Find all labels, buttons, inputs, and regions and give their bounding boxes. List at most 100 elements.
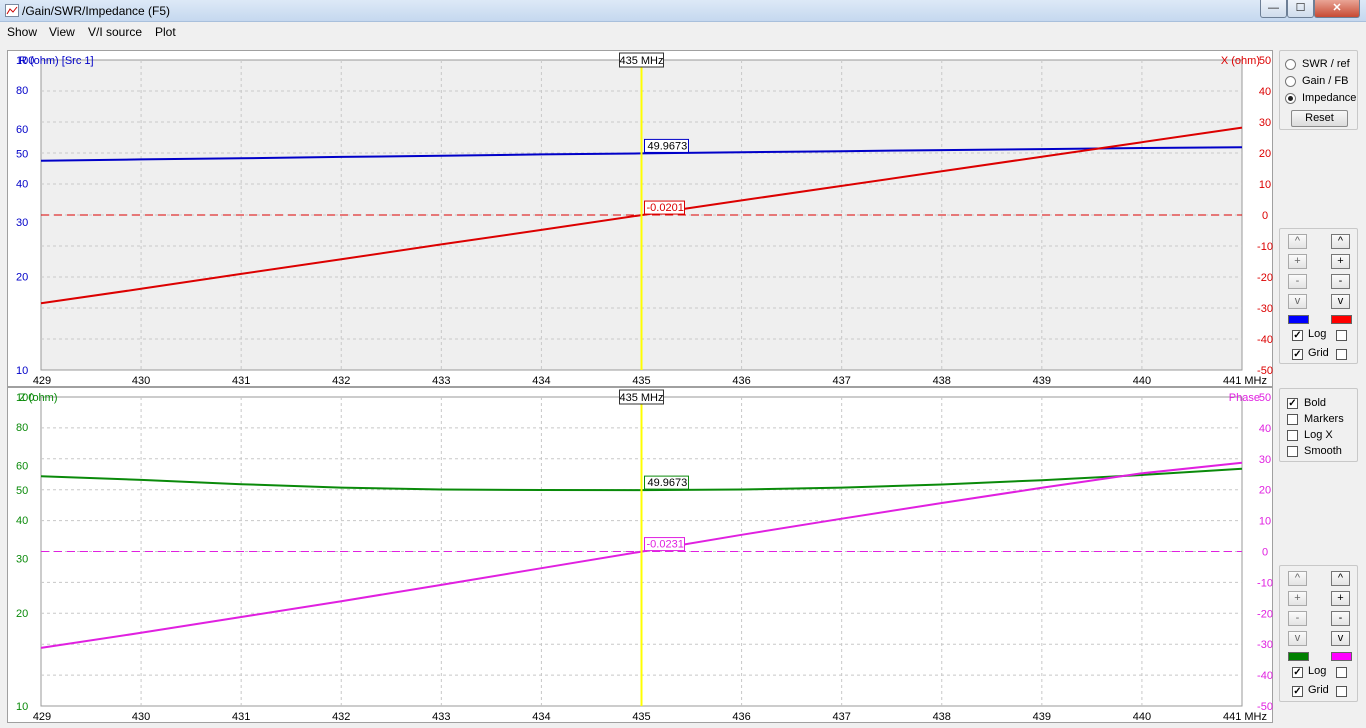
mode-group: SWR / ref Gain / FB Impedance Reset <box>1279 50 1358 130</box>
z-log-left-checkbox[interactable]: ✓ <box>1292 667 1303 678</box>
right-tick-label: -20 <box>1257 272 1273 284</box>
log-left-checkbox[interactable]: ✓ <box>1292 330 1303 341</box>
left-tick-label: 80 <box>16 422 28 434</box>
right-tick-label: -20 <box>1257 608 1273 620</box>
left-axis-label: Z (ohm) <box>19 392 58 404</box>
menu-show[interactable]: Show <box>7 25 38 39</box>
radio-gain[interactable] <box>1285 76 1296 87</box>
menu-view[interactable]: View <box>49 25 75 39</box>
left-tick-label: 100 <box>16 392 34 404</box>
z-scale-minus-button[interactable]: - <box>1288 611 1307 626</box>
z-color-swatch[interactable] <box>1288 652 1309 661</box>
title-bar: /Gain/SWR/Impedance (F5) — ☐ ✕ <box>0 0 1366 22</box>
readout-left: 49.9673 <box>648 477 688 489</box>
x-tick-label: 431 <box>232 711 250 723</box>
grid-right-checkbox[interactable] <box>1336 349 1347 360</box>
right-tick-label: 0 <box>1262 210 1268 222</box>
x-tick-label: 436 <box>732 375 750 387</box>
app-icon <box>5 4 19 17</box>
left-scale-minus-button[interactable]: - <box>1288 274 1307 289</box>
phase-color-swatch[interactable] <box>1331 652 1352 661</box>
left-axis-label: R (ohm) [Src 1] <box>19 55 94 67</box>
x-tick-label: 440 <box>1133 375 1151 387</box>
mode-swr-label: SWR / ref <box>1302 58 1350 70</box>
right-tick-label: 20 <box>1259 485 1271 497</box>
readout-box-right <box>644 537 685 552</box>
bold-checkbox[interactable]: ✓ <box>1287 398 1298 409</box>
readout-box-right <box>644 200 685 215</box>
impedance-rx-plot[interactable]: 429 430 431 432 433 434 435 436 437 438 439 440 441 … <box>7 50 1273 387</box>
readout-box-left <box>644 138 689 153</box>
right-tick-label: -30 <box>1257 639 1273 651</box>
z-scale-up-button[interactable]: ^ <box>1288 571 1307 586</box>
logx-label: Log X <box>1304 429 1333 441</box>
x-tick-label: 439 <box>1033 375 1051 387</box>
radio-impedance[interactable] <box>1285 93 1296 104</box>
markers-checkbox[interactable] <box>1287 414 1298 425</box>
z-grid-left-checkbox[interactable]: ✓ <box>1292 686 1303 697</box>
rx-chart-svg: 429 430 431 432 433 434 435 436 437 438 439 440 441 … <box>16 52 1273 387</box>
left-scale-plus-button[interactable]: + <box>1288 254 1307 269</box>
phase-scale-plus-button[interactable]: + <box>1331 591 1350 606</box>
x-tick-label: 435 <box>632 375 650 387</box>
left-tick-label: 60 <box>16 461 28 473</box>
right-tick-label: 10 <box>1259 516 1271 528</box>
left-tick-label: 40 <box>16 178 28 190</box>
grid-left-checkbox[interactable]: ✓ <box>1292 349 1303 360</box>
bottom-scale-controls: ^ + - v ^ + - v ✓ Log ✓ Grid <box>1279 565 1358 702</box>
phase-scale-down-button[interactable]: v <box>1331 631 1350 646</box>
menu-plot[interactable]: Plot <box>155 25 176 39</box>
readout-right: -0.0231 <box>647 539 684 551</box>
z-scale-plus-button[interactable]: + <box>1288 591 1307 606</box>
right-tick-label: 40 <box>1259 86 1271 98</box>
x-unit-label: 441 MHz <box>1223 711 1267 723</box>
window-title: /Gain/SWR/Impedance (F5) <box>22 4 171 18</box>
menu-vi-source[interactable]: V/I source <box>88 25 143 39</box>
right-tick-label: -40 <box>1257 670 1273 682</box>
log-right-checkbox[interactable] <box>1336 330 1347 341</box>
maximize-button[interactable]: ☐ <box>1287 0 1314 18</box>
left-tick-label: 50 <box>16 485 28 497</box>
x-tick-label: 434 <box>532 711 550 723</box>
readout-right: -0.0201 <box>647 202 684 214</box>
r-color-swatch[interactable] <box>1288 315 1309 324</box>
logx-checkbox[interactable] <box>1287 430 1298 441</box>
cursor-label: 435 MHz <box>619 392 663 404</box>
phase-scale-up-button[interactable]: ^ <box>1331 571 1350 586</box>
close-button[interactable]: ✕ <box>1314 0 1360 18</box>
x-tick-label: 429 <box>33 711 51 723</box>
radio-swr[interactable] <box>1285 59 1296 70</box>
z-phase-chart-svg: 429 430 431 432 433 434 435 436 437 438 439 440 441 … <box>16 389 1273 723</box>
right-scale-down-button[interactable]: v <box>1331 294 1350 309</box>
z-log-label: Log <box>1308 665 1327 677</box>
right-scale-plus-button[interactable]: + <box>1331 254 1350 269</box>
x-tick-label: 438 <box>933 711 951 723</box>
left-tick-label: 30 <box>16 217 28 229</box>
impedance-z-phase-plot[interactable]: 429 430 431 432 433 434 435 436 437 438 439 440 441 … <box>7 387 1273 723</box>
reset-button[interactable]: Reset <box>1291 110 1348 127</box>
log-label: Log <box>1308 328 1327 340</box>
minimize-button[interactable]: — <box>1260 0 1287 18</box>
right-tick-label: 20 <box>1259 148 1271 160</box>
z-scale-down-button[interactable]: v <box>1288 631 1307 646</box>
right-tick-label: 40 <box>1259 423 1271 435</box>
x-tick-label: 437 <box>832 711 850 723</box>
grid-label: Grid <box>1308 347 1329 359</box>
left-scale-up-button[interactable]: ^ <box>1288 234 1307 249</box>
right-tick-label: -40 <box>1257 334 1273 346</box>
smooth-checkbox[interactable] <box>1287 446 1298 457</box>
right-scale-minus-button[interactable]: - <box>1331 274 1350 289</box>
left-scale-down-button[interactable]: v <box>1288 294 1307 309</box>
x-tick-label: 432 <box>332 711 350 723</box>
x-color-swatch[interactable] <box>1331 315 1352 324</box>
z-grid-right-checkbox[interactable] <box>1336 686 1347 697</box>
x-tick-label: 434 <box>532 375 550 387</box>
left-tick-label: 20 <box>16 272 28 284</box>
right-scale-up-button[interactable]: ^ <box>1331 234 1350 249</box>
right-tick-label: -30 <box>1257 303 1273 315</box>
z-log-right-checkbox[interactable] <box>1336 667 1347 678</box>
phase-scale-minus-button[interactable]: - <box>1331 611 1350 626</box>
x-tick-label: 430 <box>132 375 150 387</box>
left-tick-label: 20 <box>16 608 28 620</box>
cursor-label-box <box>619 52 664 68</box>
